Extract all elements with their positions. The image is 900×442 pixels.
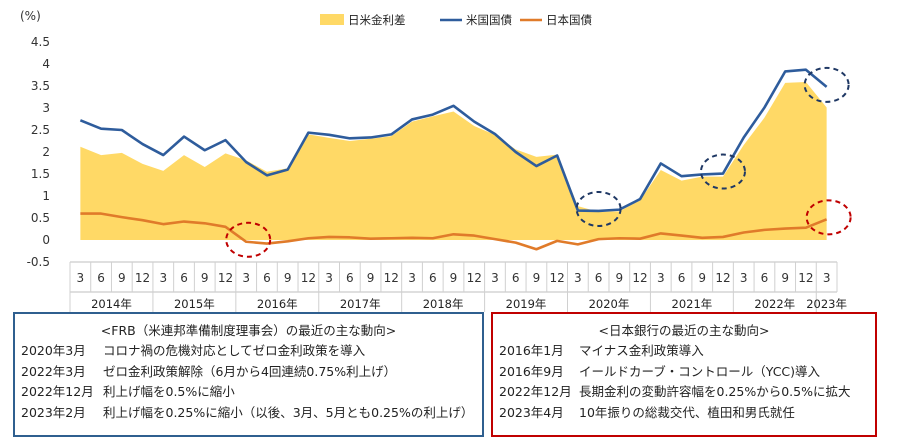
boj-trend-date: 2022年12月 <box>499 384 572 399</box>
boj-trend-row: 2022年12月 長期金利の変動許容幅を0.25%から0.5%に拡大 <box>493 382 875 403</box>
boj-trend-text: 長期金利の変動許容幅を0.25%から0.5%に拡大 <box>579 384 851 399</box>
boj-trend-date: 2016年9月 <box>499 363 564 379</box>
boj-trend-row: 2023年4月 10年振りの総裁交代、植田和男氏就任 <box>493 403 875 424</box>
us-highlight-circle <box>803 66 850 103</box>
jgb-highlight-circle <box>805 199 852 236</box>
month-tick-label: 12 <box>467 271 482 285</box>
year-tick-label: 2023年 <box>806 297 847 311</box>
month-tick-label: 12 <box>218 271 233 285</box>
month-tick-label: 6 <box>346 271 354 285</box>
month-tick-label: 9 <box>201 271 209 285</box>
legend-label: 日米金利差 <box>348 13 406 27</box>
boj-trend-row: 2016年9月 イールドカーブ・コントロール（YCC)導入 <box>493 362 875 383</box>
legend-label: 日本国債 <box>546 13 592 27</box>
month-tick-label: 12 <box>135 271 150 285</box>
month-tick-label: 9 <box>698 271 706 285</box>
boj-trend-date: 2016年1月 <box>499 343 564 358</box>
year-tick-label: 2021年 <box>672 297 713 311</box>
month-tick-label: 9 <box>284 271 292 285</box>
month-tick-label: 6 <box>429 271 437 285</box>
us-highlight-circle <box>575 190 622 227</box>
yield-chart: 4.543.532.521.510.50-0.5(%)3 6 9 12 3 6 9 12 3 6 9… <box>20 9 852 312</box>
month-tick-label: 9 <box>450 271 458 285</box>
frb-trend-text: 利上げ幅を0.25%に縮小（以後、3月、5月とも0.25%の利上げ） <box>103 404 474 420</box>
frb-trend-row: 2020年3月 コロナ禍の危機対応としてゼロ金利政策を導入 <box>15 341 482 362</box>
frb-trend-row: 2022年3月 ゼロ金利政策解除（6月から4回連続0.75%利上げ） <box>15 362 482 383</box>
year-tick-label: 2019年 <box>506 297 547 311</box>
year-tick-label: 2017年 <box>340 297 381 311</box>
month-tick-label: 9 <box>781 271 789 285</box>
y-tick-label: 2 <box>42 145 50 159</box>
frb-trend-date: 2022年12月 <box>21 384 94 399</box>
month-tick-label: 12 <box>715 271 730 285</box>
y-tick-label: 4.5 <box>31 35 50 49</box>
month-tick-label: 6 <box>761 271 769 285</box>
boj-trend-row: 2016年1月 マイナス金利政策導入 <box>493 341 875 362</box>
month-tick-label: 6 <box>678 271 686 285</box>
boj-trends-title: <日本銀行の最近の主な動向> <box>598 323 770 338</box>
month-tick-label: 12 <box>550 271 565 285</box>
month-tick-label: 12 <box>632 271 647 285</box>
year-tick-label: 2022年 <box>754 297 795 311</box>
month-tick-label: 6 <box>180 271 188 285</box>
frb-trend-row: 2022年12月 利上げ幅を0.5%に縮小 <box>15 382 482 403</box>
y-tick-label: 4 <box>42 57 50 71</box>
month-tick-label: 12 <box>301 271 316 285</box>
boj-trend-text: イールドカーブ・コントロール（YCC)導入 <box>579 363 821 379</box>
month-tick-label: 12 <box>384 271 399 285</box>
jgb-line <box>80 212 828 251</box>
boj-trend-text: 10年振りの総裁交代、植田和男氏就任 <box>579 404 795 420</box>
month-tick-label: 6 <box>595 271 603 285</box>
jgb-highlight-circle <box>225 221 272 258</box>
month-tick-label: 3 <box>159 271 167 285</box>
frb-trend-date: 2020年3月 <box>21 343 86 358</box>
frb-trend-row: 2023年2月 利上げ幅を0.25%に縮小（以後、3月、5月とも0.25%の利上げ… <box>15 403 482 424</box>
y-tick-label: 0.5 <box>31 211 50 225</box>
month-tick-label: 9 <box>616 271 624 285</box>
month-tick-label: 3 <box>823 271 831 285</box>
y-tick-label: 1.5 <box>31 167 50 181</box>
y-tick-label: -0.5 <box>27 255 50 269</box>
frb-trends-box: <FRB（米連邦準備制度理事会）の最近の主な動向> 2020年3月 コロナ禍の危機… <box>13 312 484 437</box>
month-tick-label: 3 <box>491 271 499 285</box>
frb-trend-text: 利上げ幅を0.5%に縮小 <box>103 384 235 399</box>
month-tick-label: 3 <box>740 271 748 285</box>
frb-trend-text: コロナ禍の危機対応としてゼロ金利政策を導入 <box>103 343 366 358</box>
y-tick-label: 2.5 <box>31 123 50 137</box>
legend-swatch-spread <box>320 14 344 25</box>
month-tick-label: 6 <box>263 271 271 285</box>
y-tick-label: 3.5 <box>31 79 50 93</box>
month-tick-label: 9 <box>367 271 375 285</box>
y-tick-label: 1 <box>42 189 50 203</box>
frb-trend-date: 2023年2月 <box>21 404 86 420</box>
month-tick-label: 3 <box>408 271 416 285</box>
month-tick-label: 3 <box>574 271 582 285</box>
y-axis-unit: (%) <box>20 9 41 23</box>
us-highlight-circle <box>699 153 746 190</box>
month-tick-label: 6 <box>97 271 105 285</box>
boj-trend-text: マイナス金利政策導入 <box>579 343 704 358</box>
month-tick-label: 9 <box>118 271 126 285</box>
boj-trend-date: 2023年4月 <box>499 404 564 420</box>
month-tick-label: 3 <box>242 271 250 285</box>
month-tick-label: 3 <box>77 271 85 285</box>
frb-trends-title: <FRB（米連邦準備制度理事会）の最近の主な動向> <box>100 323 397 338</box>
year-tick-label: 2016年 <box>257 297 298 311</box>
year-tick-label: 2014年 <box>91 297 132 311</box>
month-tick-label: 9 <box>533 271 541 285</box>
frb-trend-text: ゼロ金利政策解除（6月から4回連続0.75%利上げ） <box>103 363 397 379</box>
year-tick-label: 2015年 <box>174 297 215 311</box>
month-tick-label: 12 <box>798 271 813 285</box>
frb-trend-date: 2022年3月 <box>21 363 86 379</box>
month-tick-label: 3 <box>657 271 665 285</box>
year-tick-label: 2020年 <box>589 297 630 311</box>
boj-trends-box: <日本銀行の最近の主な動向> 2016年1月 マイナス金利政策導入 2016年9月… <box>491 312 877 437</box>
year-tick-label: 2018年 <box>423 297 464 311</box>
legend-label: 米国国債 <box>466 13 512 27</box>
y-tick-label: 3 <box>42 101 50 115</box>
month-tick-label: 3 <box>325 271 333 285</box>
y-tick-label: 0 <box>42 233 50 247</box>
month-tick-label: 6 <box>512 271 520 285</box>
